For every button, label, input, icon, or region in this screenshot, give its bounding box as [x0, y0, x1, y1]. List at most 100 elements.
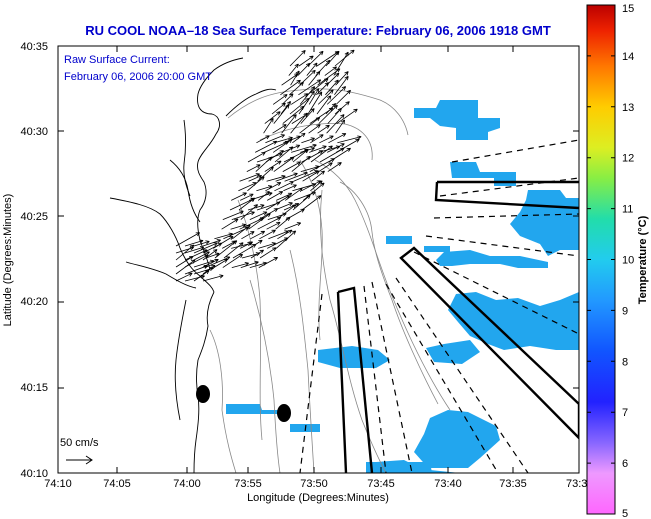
current-arrow	[202, 264, 216, 275]
current-arrow	[298, 90, 315, 115]
y-tick-label: 40:10	[20, 468, 48, 480]
current-arrow	[319, 147, 345, 163]
surface-current-vectors	[175, 49, 362, 282]
plot-frame	[57, 45, 580, 474]
current-arrow	[288, 63, 299, 76]
current-arrow	[248, 212, 271, 230]
current-arrow	[328, 133, 347, 144]
current-arrow	[275, 172, 298, 182]
current-arrow	[282, 161, 301, 172]
current-arrow	[255, 140, 278, 153]
current-arrow	[290, 70, 300, 86]
current-arrow	[309, 145, 327, 153]
current-arrow	[281, 93, 294, 105]
tick-marks	[57, 45, 580, 474]
current-arrow	[232, 224, 251, 240]
current-arrow	[265, 195, 290, 211]
current-arrow	[175, 232, 201, 247]
y-tick-label: 40:25	[20, 211, 48, 223]
current-arrow	[258, 256, 278, 268]
current-arrow	[307, 91, 323, 115]
current-arrow	[247, 151, 266, 163]
x-tick-label: 73:35	[499, 478, 527, 490]
y-tick-label: 40:30	[20, 126, 48, 138]
current-arrow	[257, 166, 274, 182]
current-arrow	[222, 253, 243, 268]
current-arrow	[280, 79, 301, 96]
current-arrow	[335, 119, 346, 134]
colorbar-gradient	[586, 4, 616, 515]
current-arrow	[301, 137, 315, 144]
current-arrow	[282, 105, 305, 124]
station-marker-1	[196, 385, 210, 403]
current-arrow	[193, 251, 210, 261]
current-arrow	[317, 89, 334, 105]
current-arrow	[326, 86, 347, 105]
current-arrow	[302, 182, 325, 201]
current-arrow	[325, 103, 337, 115]
current-arrow	[184, 264, 209, 275]
current-arrow	[272, 138, 293, 153]
current-arrow	[230, 223, 247, 230]
x-tick-label: 73:55	[234, 478, 262, 490]
current-arrow	[327, 162, 342, 172]
current-arrow	[317, 68, 341, 86]
current-arrow	[272, 94, 288, 105]
current-arrow	[274, 146, 294, 163]
current-arrow	[231, 262, 249, 268]
current-arrow	[310, 134, 324, 144]
current-arrow	[175, 244, 195, 261]
current-arrow	[257, 191, 270, 201]
current-arrow	[175, 255, 194, 268]
current-arrow	[298, 79, 322, 96]
current-arrow	[255, 156, 273, 172]
scale-arrow	[66, 455, 93, 465]
colorbar-tick-label: 15	[622, 3, 634, 15]
current-arrow	[259, 247, 277, 259]
current-arrow	[264, 160, 282, 172]
y-tick-label: 40:15	[20, 382, 48, 394]
colorbar-tick-label: 9	[622, 305, 628, 317]
y-axis: 40:35 40:30 40:25 40:20 40:15 40:10 Lati…	[2, 41, 48, 480]
current-arrow	[193, 269, 210, 282]
colorbar-ticks: 15 14 13 12 11 10 9 8 7 6 5	[587, 3, 634, 519]
current-arrow	[292, 148, 309, 163]
current-arrow	[307, 50, 324, 67]
current-arrow	[283, 184, 297, 192]
current-arrow	[324, 66, 337, 76]
current-arrow	[193, 242, 218, 254]
current-arrow	[231, 192, 247, 201]
current-arrow	[299, 86, 316, 105]
current-arrow	[335, 89, 351, 105]
current-arrow	[284, 171, 308, 182]
current-arrow	[259, 229, 276, 240]
current-arrow	[264, 111, 281, 124]
current-arrow	[308, 70, 321, 86]
current-arrow	[281, 114, 297, 134]
current-arrow	[231, 211, 255, 220]
current-arrow	[326, 114, 345, 134]
current-arrow	[327, 143, 345, 153]
x-tick-label: 73:3	[566, 478, 587, 490]
current-arrow	[240, 260, 259, 268]
x-tick-label: 73:40	[434, 478, 462, 490]
colorbar-tick-label: 8	[622, 356, 628, 368]
current-arrow	[202, 239, 221, 247]
current-arrow	[283, 202, 300, 211]
current-arrow	[257, 216, 282, 230]
current-arrow	[300, 108, 315, 124]
colorbar-tick-label: 12	[622, 153, 634, 165]
current-note-line2: February 06, 2006 20:00 GMT	[64, 71, 212, 83]
current-arrow	[267, 191, 284, 201]
current-arrow	[316, 82, 330, 96]
current-arrow	[241, 231, 255, 240]
current-arrow	[334, 101, 350, 115]
current-arrow	[307, 78, 329, 96]
x-tick-label: 74:10	[44, 478, 72, 490]
temperature-colorbar: 15 14 13 12 11 10 9 8 7 6 5 Temperature (°C)	[586, 3, 649, 519]
current-arrow	[319, 135, 334, 144]
map-title: RU COOL NOAA–18 Sea Surface Temperature:…	[85, 23, 551, 38]
colorbar-tick-label: 6	[622, 458, 628, 470]
current-arrow	[327, 107, 342, 124]
current-arrow	[318, 104, 338, 124]
